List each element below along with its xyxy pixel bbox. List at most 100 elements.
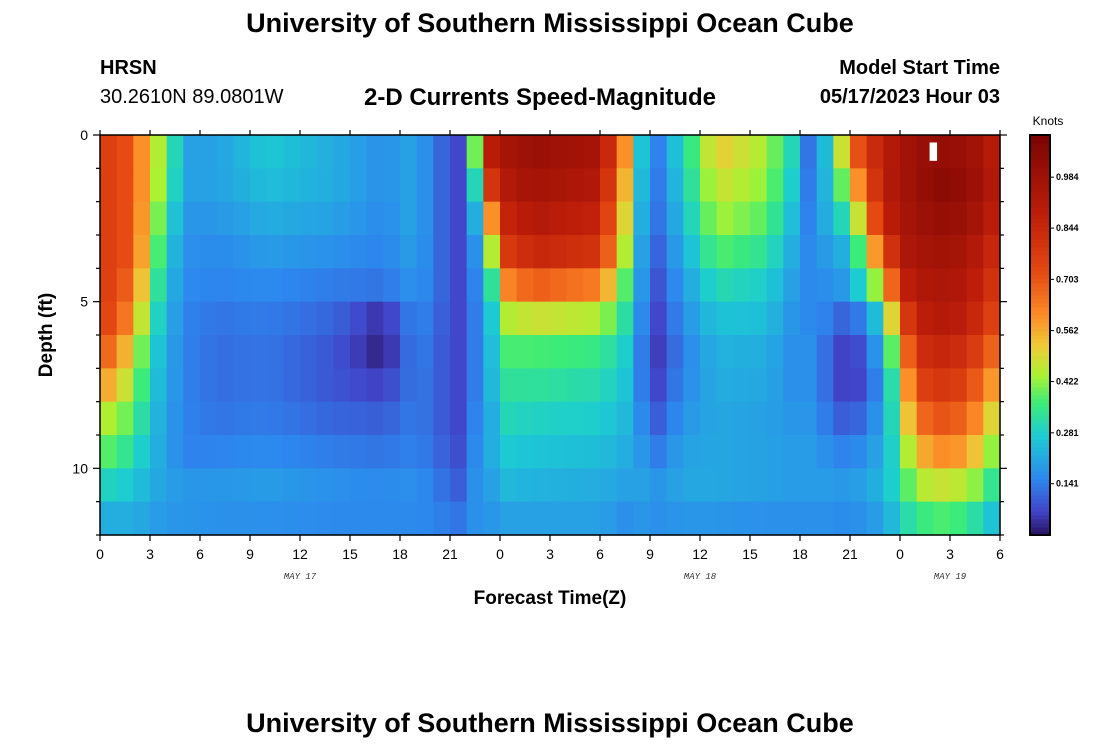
- x-tick-label: 6: [996, 546, 1004, 562]
- heatmap-cell: [266, 201, 284, 236]
- heatmap-cell: [800, 135, 818, 169]
- heatmap-cell: [383, 201, 401, 236]
- heatmap-cell: [800, 501, 818, 536]
- heatmap-cell: [683, 168, 701, 203]
- heatmap-cell: [600, 468, 618, 503]
- heatmap-cell: [816, 501, 834, 536]
- heatmap-cell: [250, 235, 268, 269]
- heatmap-cell: [566, 468, 584, 503]
- heatmap-cell: [350, 435, 368, 469]
- heatmap-cell: [766, 368, 784, 403]
- heatmap-cell: [100, 401, 118, 436]
- colorbar-segment: [1030, 307, 1050, 312]
- colorbar-segment: [1030, 503, 1050, 508]
- colorbar-segment: [1030, 195, 1050, 200]
- colorbar-segment: [1030, 215, 1050, 220]
- heatmap-cell: [316, 368, 334, 403]
- footer-title: University of Southern Mississippi Ocean…: [246, 708, 854, 738]
- heatmap-cell: [300, 335, 318, 369]
- colorbar-segment: [1030, 239, 1050, 244]
- heatmap-cell: [583, 368, 601, 403]
- heatmap-cell: [283, 468, 301, 503]
- heatmap-cell: [466, 235, 484, 269]
- heatmap-cell: [700, 501, 718, 536]
- colorbar-segment: [1030, 355, 1050, 360]
- heatmap-cell: [916, 201, 934, 236]
- heatmap-cell: [800, 201, 818, 236]
- heatmap-cell: [583, 435, 601, 469]
- heatmap-cell: [783, 235, 801, 269]
- heatmap-cell: [266, 435, 284, 469]
- heatmap-cell: [350, 168, 368, 203]
- heatmap-cell: [583, 235, 601, 269]
- colorbar-segment: [1030, 147, 1050, 152]
- heatmap-cell: [500, 368, 518, 403]
- heatmap-cell: [566, 135, 584, 169]
- heatmap-cell: [900, 401, 918, 436]
- heatmap-cell: [566, 501, 584, 536]
- heatmap-cell: [400, 401, 418, 436]
- heatmap-cell: [933, 335, 951, 369]
- x-tick-label: 0: [896, 546, 904, 562]
- colorbar-segment: [1030, 315, 1050, 320]
- date-labels: MAY 17 MAY 18 MAY 19: [284, 572, 967, 582]
- heatmap-cell: [783, 501, 801, 536]
- heatmap-cell: [666, 468, 684, 503]
- heatmap-cell: [350, 301, 368, 336]
- heatmap-cell: [883, 268, 901, 303]
- heatmap-cell: [300, 201, 318, 236]
- heatmap-cell: [916, 435, 934, 469]
- heatmap-cell: [183, 135, 201, 169]
- colorbar-segment: [1030, 491, 1050, 496]
- heatmap-cell: [616, 401, 634, 436]
- heatmap-cell: [416, 268, 434, 303]
- heatmap-cell: [183, 335, 201, 369]
- heatmap-cell: [850, 435, 868, 469]
- heatmap-cell: [316, 335, 334, 369]
- heatmap-cell: [666, 435, 684, 469]
- heatmap-cell: [733, 268, 751, 303]
- heatmap-cell: [616, 201, 634, 236]
- heatmap-cell: [866, 268, 884, 303]
- heatmap-cell: [316, 268, 334, 303]
- heatmap-cell: [216, 368, 234, 403]
- heatmap-cell: [550, 435, 568, 469]
- heatmap-cell: [666, 401, 684, 436]
- colorbar-segment: [1030, 211, 1050, 216]
- heatmap-cell: [966, 401, 984, 436]
- heatmap-cell: [116, 268, 134, 303]
- colorbar-tick-label: 0.562: [1056, 326, 1079, 336]
- heatmap-cell: [533, 135, 551, 169]
- heatmap-cell: [983, 435, 1001, 469]
- heatmap-cell: [400, 168, 418, 203]
- heatmap-cell: [833, 368, 851, 403]
- heatmap-cell: [933, 268, 951, 303]
- heatmap-cell: [966, 235, 984, 269]
- colorbar-segment: [1030, 531, 1050, 536]
- heatmap-cell: [500, 201, 518, 236]
- heatmap-cell: [300, 168, 318, 203]
- heatmap-cell: [400, 268, 418, 303]
- heatmap-cell: [133, 201, 151, 236]
- heatmap-cell: [683, 268, 701, 303]
- heatmap-cell: [866, 135, 884, 169]
- x-tick-label: 9: [246, 546, 254, 562]
- heatmap-cell: [216, 301, 234, 336]
- heatmap-cell: [850, 168, 868, 203]
- heatmap-cell: [866, 468, 884, 503]
- heatmap-cell: [133, 235, 151, 269]
- heatmap-cell: [616, 235, 634, 269]
- heatmap-cell: [600, 168, 618, 203]
- heatmap-cell: [500, 235, 518, 269]
- heatmap-cell: [883, 168, 901, 203]
- heatmap-cell: [866, 168, 884, 203]
- heatmap-cell: [533, 235, 551, 269]
- heatmap-cell: [250, 468, 268, 503]
- heatmap-cell: [866, 401, 884, 436]
- heatmap-cell: [733, 335, 751, 369]
- colorbar-segment: [1030, 399, 1050, 404]
- heatmap-cell: [850, 468, 868, 503]
- x-tick-label: 3: [146, 546, 154, 562]
- heatmap-cell: [200, 401, 218, 436]
- heatmap-cell: [683, 335, 701, 369]
